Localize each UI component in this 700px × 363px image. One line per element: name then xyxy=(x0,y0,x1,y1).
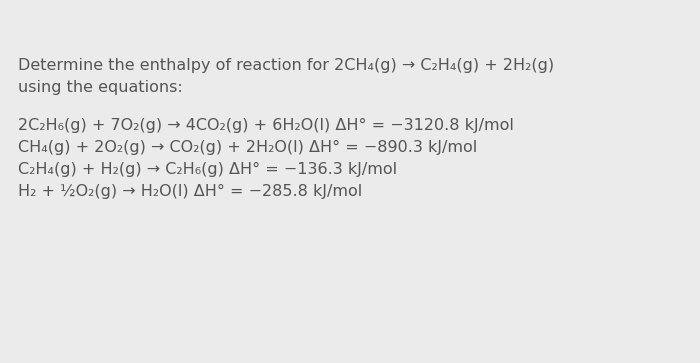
Text: 2C₂H₆(g) + 7O₂(g) → 4CO₂(g) + 6H₂O(l) ΔH° = −3120.8 kJ/mol: 2C₂H₆(g) + 7O₂(g) → 4CO₂(g) + 6H₂O(l) ΔH… xyxy=(18,118,514,133)
Text: H₂ + ½O₂(g) → H₂O(l) ΔH° = −285.8 kJ/mol: H₂ + ½O₂(g) → H₂O(l) ΔH° = −285.8 kJ/mol xyxy=(18,184,363,199)
Text: Determine the enthalpy of reaction for 2CH₄(g) → C₂H₄(g) + 2H₂(g): Determine the enthalpy of reaction for 2… xyxy=(18,58,554,73)
Text: CH₄(g) + 2O₂(g) → CO₂(g) + 2H₂O(l) ΔH° = −890.3 kJ/mol: CH₄(g) + 2O₂(g) → CO₂(g) + 2H₂O(l) ΔH° =… xyxy=(18,140,477,155)
Text: C₂H₄(g) + H₂(g) → C₂H₆(g) ΔH° = −136.3 kJ/mol: C₂H₄(g) + H₂(g) → C₂H₆(g) ΔH° = −136.3 k… xyxy=(18,162,397,177)
Text: using the equations:: using the equations: xyxy=(18,80,183,95)
